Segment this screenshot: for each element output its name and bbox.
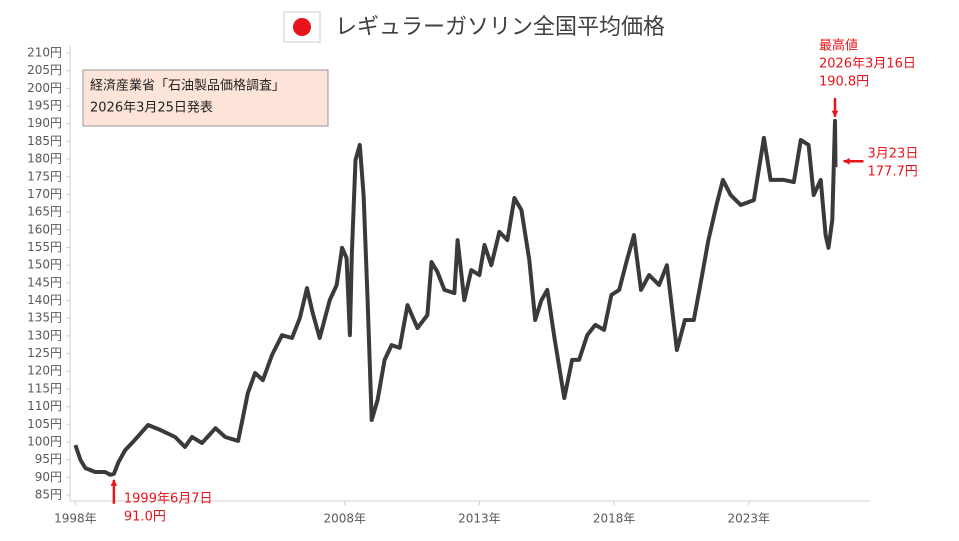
chart-title: レギュラーガソリン全国平均価格	[335, 15, 665, 40]
y-tick-label: 85円	[35, 488, 62, 502]
y-tick-label: 210円	[27, 46, 62, 60]
annotation-arrowhead	[110, 479, 118, 486]
annotation-arrowhead	[831, 110, 839, 117]
y-tick-label: 145円	[27, 275, 62, 289]
y-tick-label: 125円	[27, 346, 62, 360]
x-tick-label: 2023年	[728, 512, 771, 526]
annotation: 最高値	[819, 38, 858, 54]
y-tick-label: 95円	[35, 452, 62, 466]
y-tick-label: 170円	[27, 187, 62, 201]
y-tick-label: 165円	[27, 205, 62, 219]
price-line	[73, 118, 838, 477]
x-tick-label: 2018年	[593, 512, 636, 526]
y-tick-label: 135円	[27, 311, 62, 325]
y-tick-label: 200円	[27, 81, 62, 95]
y-tick-label: 130円	[27, 328, 62, 342]
annotation: 91.0円	[124, 509, 166, 524]
annotation: 2026年3月16日	[819, 57, 916, 72]
source-text: 2026年3月25日発表	[90, 101, 213, 116]
y-tick-label: 175円	[27, 169, 62, 183]
y-tick-label: 105円	[27, 417, 62, 431]
annotation-arrowhead	[843, 157, 850, 165]
x-tick-label: 2013年	[458, 512, 501, 526]
annotation: 1999年6月7日	[124, 491, 213, 506]
y-tick-label: 115円	[27, 381, 62, 395]
source-text: 経済産業省「石油製品価格調査」	[90, 78, 285, 94]
y-tick-label: 160円	[27, 222, 62, 236]
y-tick-label: 100円	[27, 434, 62, 448]
annotation: 190.8円	[819, 75, 869, 90]
y-tick-label: 195円	[27, 99, 62, 113]
annotation: 3月23日	[868, 147, 919, 162]
annotation: 177.7円	[868, 165, 918, 180]
y-tick-label: 180円	[27, 152, 62, 166]
y-tick-label: 185円	[27, 134, 62, 148]
x-tick-label: 2008年	[323, 512, 366, 526]
y-tick-label: 90円	[35, 470, 62, 484]
source-box	[82, 69, 329, 127]
y-tick-label: 155円	[27, 240, 62, 254]
y-tick-label: 120円	[27, 364, 62, 378]
y-tick-label: 150円	[27, 258, 62, 272]
x-tick-label: 1998年	[54, 512, 97, 526]
y-tick-label: 190円	[27, 116, 62, 130]
flag-disc	[293, 18, 311, 36]
y-tick-label: 205円	[27, 63, 62, 77]
y-tick-label: 110円	[27, 399, 62, 413]
y-tick-label: 140円	[27, 293, 62, 307]
